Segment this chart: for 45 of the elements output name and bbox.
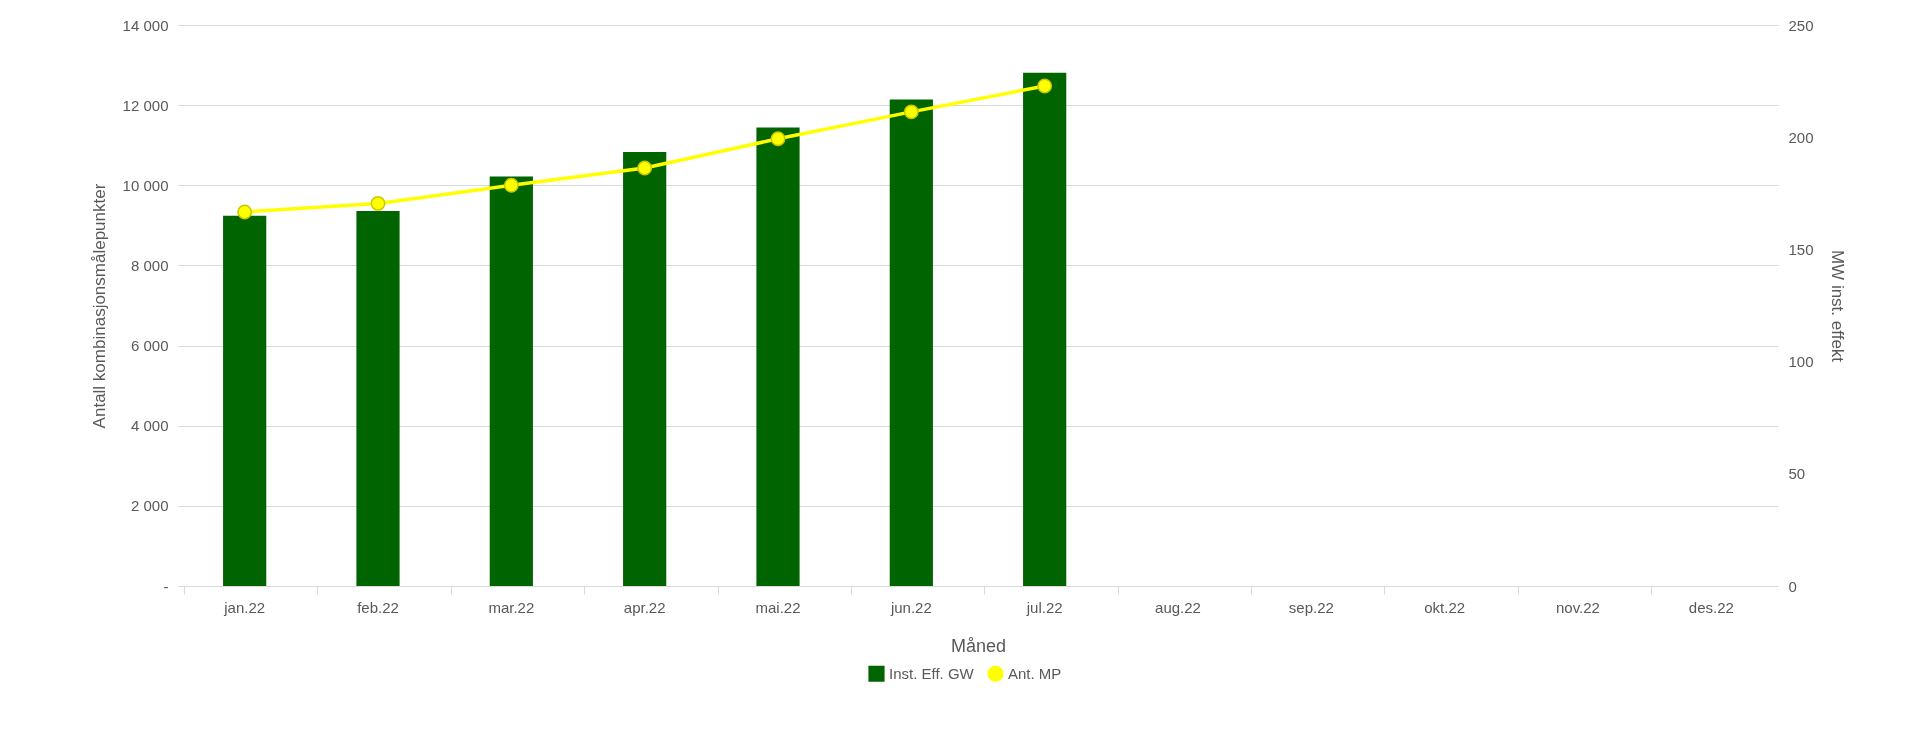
bar — [1023, 72, 1067, 586]
y2-tick-label: 200 — [1788, 128, 1814, 146]
y-tick-label: 4 000 — [130, 417, 169, 435]
y-tick-label: 12 000 — [122, 96, 169, 114]
x-tick-label: okt.22 — [1424, 598, 1466, 616]
x-tick-label: feb.22 — [357, 598, 399, 616]
y-tick-label: - — [163, 577, 169, 595]
legend-label: Inst. Eff. GW — [889, 664, 975, 682]
y-tick-label: 14 000 — [122, 16, 169, 34]
x-tick-label: aug.22 — [1155, 598, 1201, 616]
point — [1037, 78, 1053, 94]
point — [370, 195, 386, 211]
y2-tick-label: 0 — [1788, 577, 1797, 595]
bar — [889, 99, 933, 586]
bar — [756, 127, 800, 586]
x-tick-label: jan.22 — [223, 598, 266, 616]
bar — [356, 210, 400, 586]
x-tick-label: sep.22 — [1288, 598, 1334, 616]
point — [237, 204, 253, 220]
point — [770, 131, 786, 147]
y2-tick-label: 50 — [1788, 465, 1806, 483]
x-tick-label: mar.22 — [488, 598, 535, 616]
legend-label: Ant. MP — [1008, 664, 1062, 682]
bar — [489, 176, 533, 586]
point — [903, 104, 919, 120]
y2-tick-label: 100 — [1788, 353, 1814, 371]
bar — [223, 215, 267, 586]
y2-tick-label: 150 — [1788, 240, 1814, 258]
y2-axis-title: MW inst. effekt — [1827, 249, 1847, 363]
y-tick-label: 8 000 — [130, 256, 169, 274]
x-tick-label: mai.22 — [755, 598, 801, 616]
y-axis-title: Antall kombinasjonsmålepunkter — [89, 183, 109, 429]
x-tick-label: jun.22 — [889, 598, 932, 616]
bar — [623, 152, 667, 586]
x-tick-label: nov.22 — [1556, 598, 1600, 616]
y2-tick-label: 250 — [1788, 16, 1814, 34]
x-axis-title: Måned — [950, 635, 1007, 656]
y-tick-label: 6 000 — [130, 337, 169, 355]
y-tick-label: 10 000 — [122, 176, 169, 194]
y-tick-label: 2 000 — [130, 497, 169, 515]
x-tick-label: apr.22 — [623, 598, 666, 616]
point — [503, 177, 519, 193]
x-tick-label: jul.22 — [1025, 598, 1063, 616]
point — [637, 160, 653, 176]
x-tick-label: des.22 — [1688, 598, 1734, 616]
